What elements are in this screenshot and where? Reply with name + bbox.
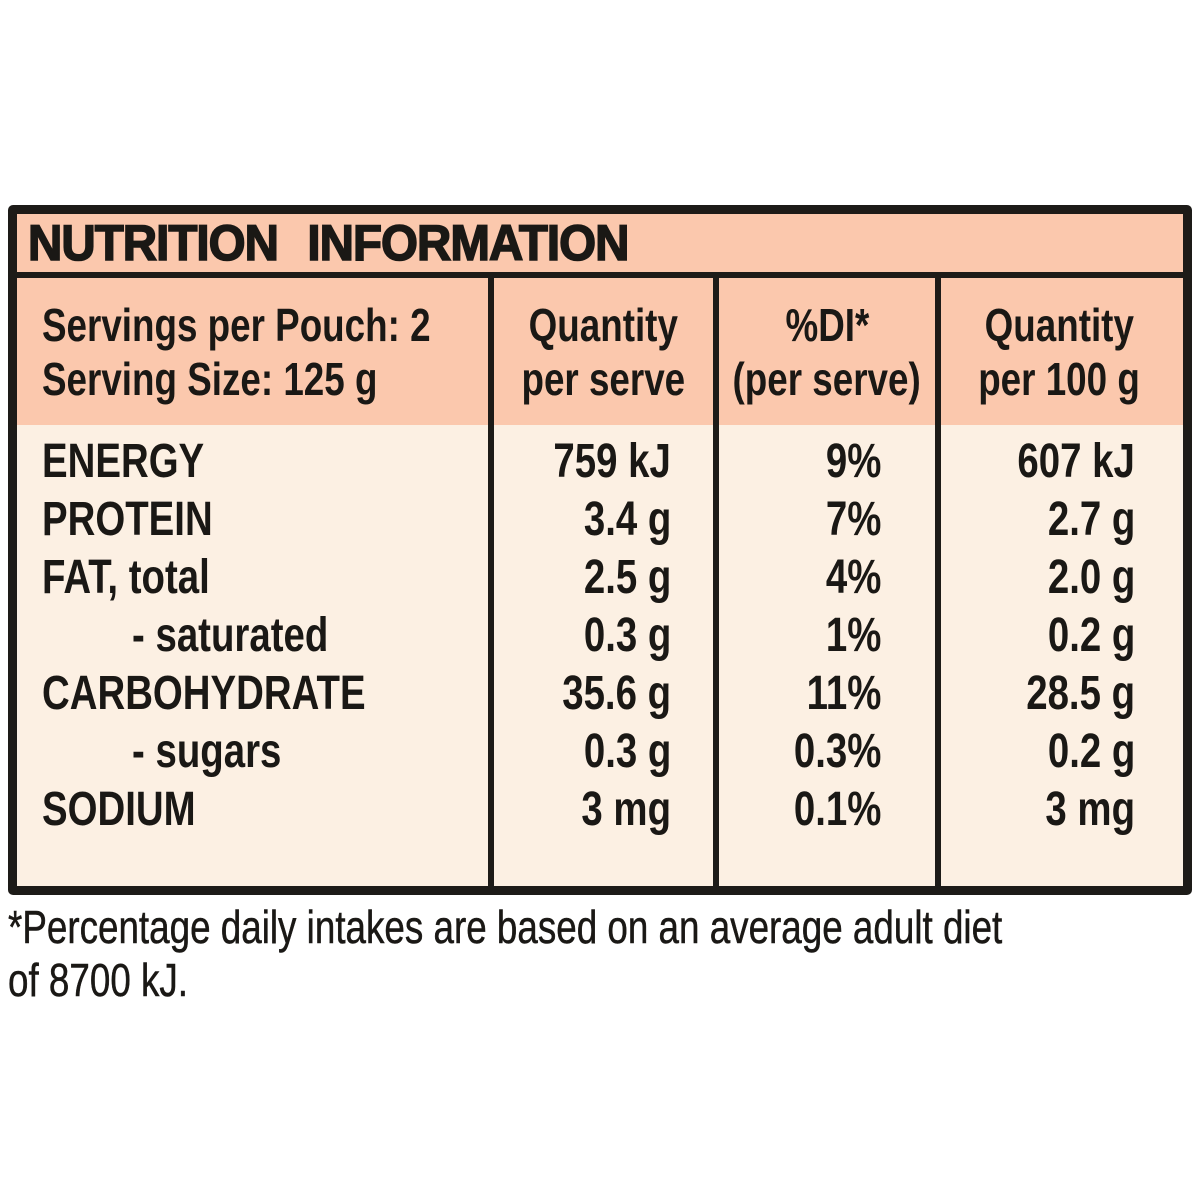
nutrient-row-saturated: - saturated 0.3 g 1% 0.2 g: [17, 607, 1183, 665]
nutrient-row-sodium: SODIUM 3 mg 0.1% 3 mg: [17, 781, 1183, 839]
nutrient-label: FAT, total: [42, 551, 210, 604]
value-di: 0.3%: [793, 725, 881, 778]
column-divider-2: [713, 278, 719, 886]
value-per-100g: 0.2 g: [1047, 609, 1135, 662]
nutrient-row-protein: PROTEIN 3.4 g 7% 2.7 g: [17, 491, 1183, 549]
value-di: 0.1%: [793, 783, 881, 836]
value-per-serve: 759 kJ: [553, 435, 671, 488]
value-per-serve: 0.3 g: [583, 609, 671, 662]
panel-title-row: NUTRITION INFORMATION: [17, 214, 1183, 272]
header-quantity-per-serve: Quantity per serve: [521, 298, 686, 405]
nutrient-row-energy: ENERGY 759 kJ 9% 607 kJ: [17, 433, 1183, 491]
value-di: 11%: [806, 667, 881, 720]
nutrition-panel: NUTRITION INFORMATION Servings per Pouch…: [8, 205, 1192, 895]
value-per-100g: 607 kJ: [1017, 435, 1135, 488]
value-per-serve: 35.6 g: [562, 667, 671, 720]
value-per-100g: 0.2 g: [1047, 725, 1135, 778]
nutrient-row-fat-total: FAT, total 2.5 g 4% 2.0 g: [17, 549, 1183, 607]
daily-intake-footnote: *Percentage daily intakes are based on a…: [8, 901, 1200, 1007]
value-di: 4%: [825, 551, 882, 604]
value-per-100g: 28.5 g: [1026, 667, 1135, 720]
footnote-line-1: *Percentage daily intakes are based on a…: [8, 901, 1003, 954]
footnote-line-2: of 8700 kJ.: [8, 954, 189, 1007]
value-per-serve: 3 mg: [581, 783, 671, 836]
panel-title: NUTRITION INFORMATION: [27, 214, 630, 272]
nutrient-label: ENERGY: [42, 435, 205, 488]
value-per-100g: 3 mg: [1045, 783, 1135, 836]
nutrient-label: PROTEIN: [42, 493, 213, 546]
nutrient-label: CARBOHYDRATE: [42, 667, 366, 720]
table-grid: Servings per Pouch: 2 Serving Size: 125 …: [17, 278, 1183, 886]
nutrient-row-carbohydrate: CARBOHYDRATE 35.6 g 11% 28.5 g: [17, 665, 1183, 723]
servings-per-pouch: Servings per Pouch: 2: [42, 298, 431, 351]
table-header-row: Servings per Pouch: 2 Serving Size: 125 …: [17, 278, 1183, 425]
header-percent-di: %DI* (per serve): [732, 298, 922, 405]
value-per-100g: 2.7 g: [1047, 493, 1135, 546]
header-quantity-per-100g: Quantity per 100 g: [978, 298, 1140, 405]
serving-size: Serving Size: 125 g: [42, 352, 378, 405]
title-separator: [17, 272, 1183, 278]
column-divider-3: [935, 278, 941, 886]
nutrient-row-sugars: - sugars 0.3 g 0.3% 0.2 g: [17, 723, 1183, 781]
column-divider-1: [488, 278, 494, 886]
nutrient-label: SODIUM: [42, 783, 196, 836]
value-per-serve: 2.5 g: [583, 551, 671, 604]
nutrient-label: - sugars: [132, 725, 282, 778]
serving-info-cell: Servings per Pouch: 2 Serving Size: 125 …: [17, 278, 494, 425]
value-di: 1%: [825, 609, 882, 662]
value-per-serve: 0.3 g: [583, 725, 671, 778]
nutrient-rows: ENERGY 759 kJ 9% 607 kJ PROTEIN 3.4 g 7%…: [17, 425, 1183, 839]
value-per-100g: 2.0 g: [1047, 551, 1135, 604]
value-di: 7%: [825, 493, 882, 546]
value-per-serve: 3.4 g: [583, 493, 671, 546]
value-di: 9%: [825, 435, 882, 488]
nutrient-label: - saturated: [132, 609, 329, 662]
